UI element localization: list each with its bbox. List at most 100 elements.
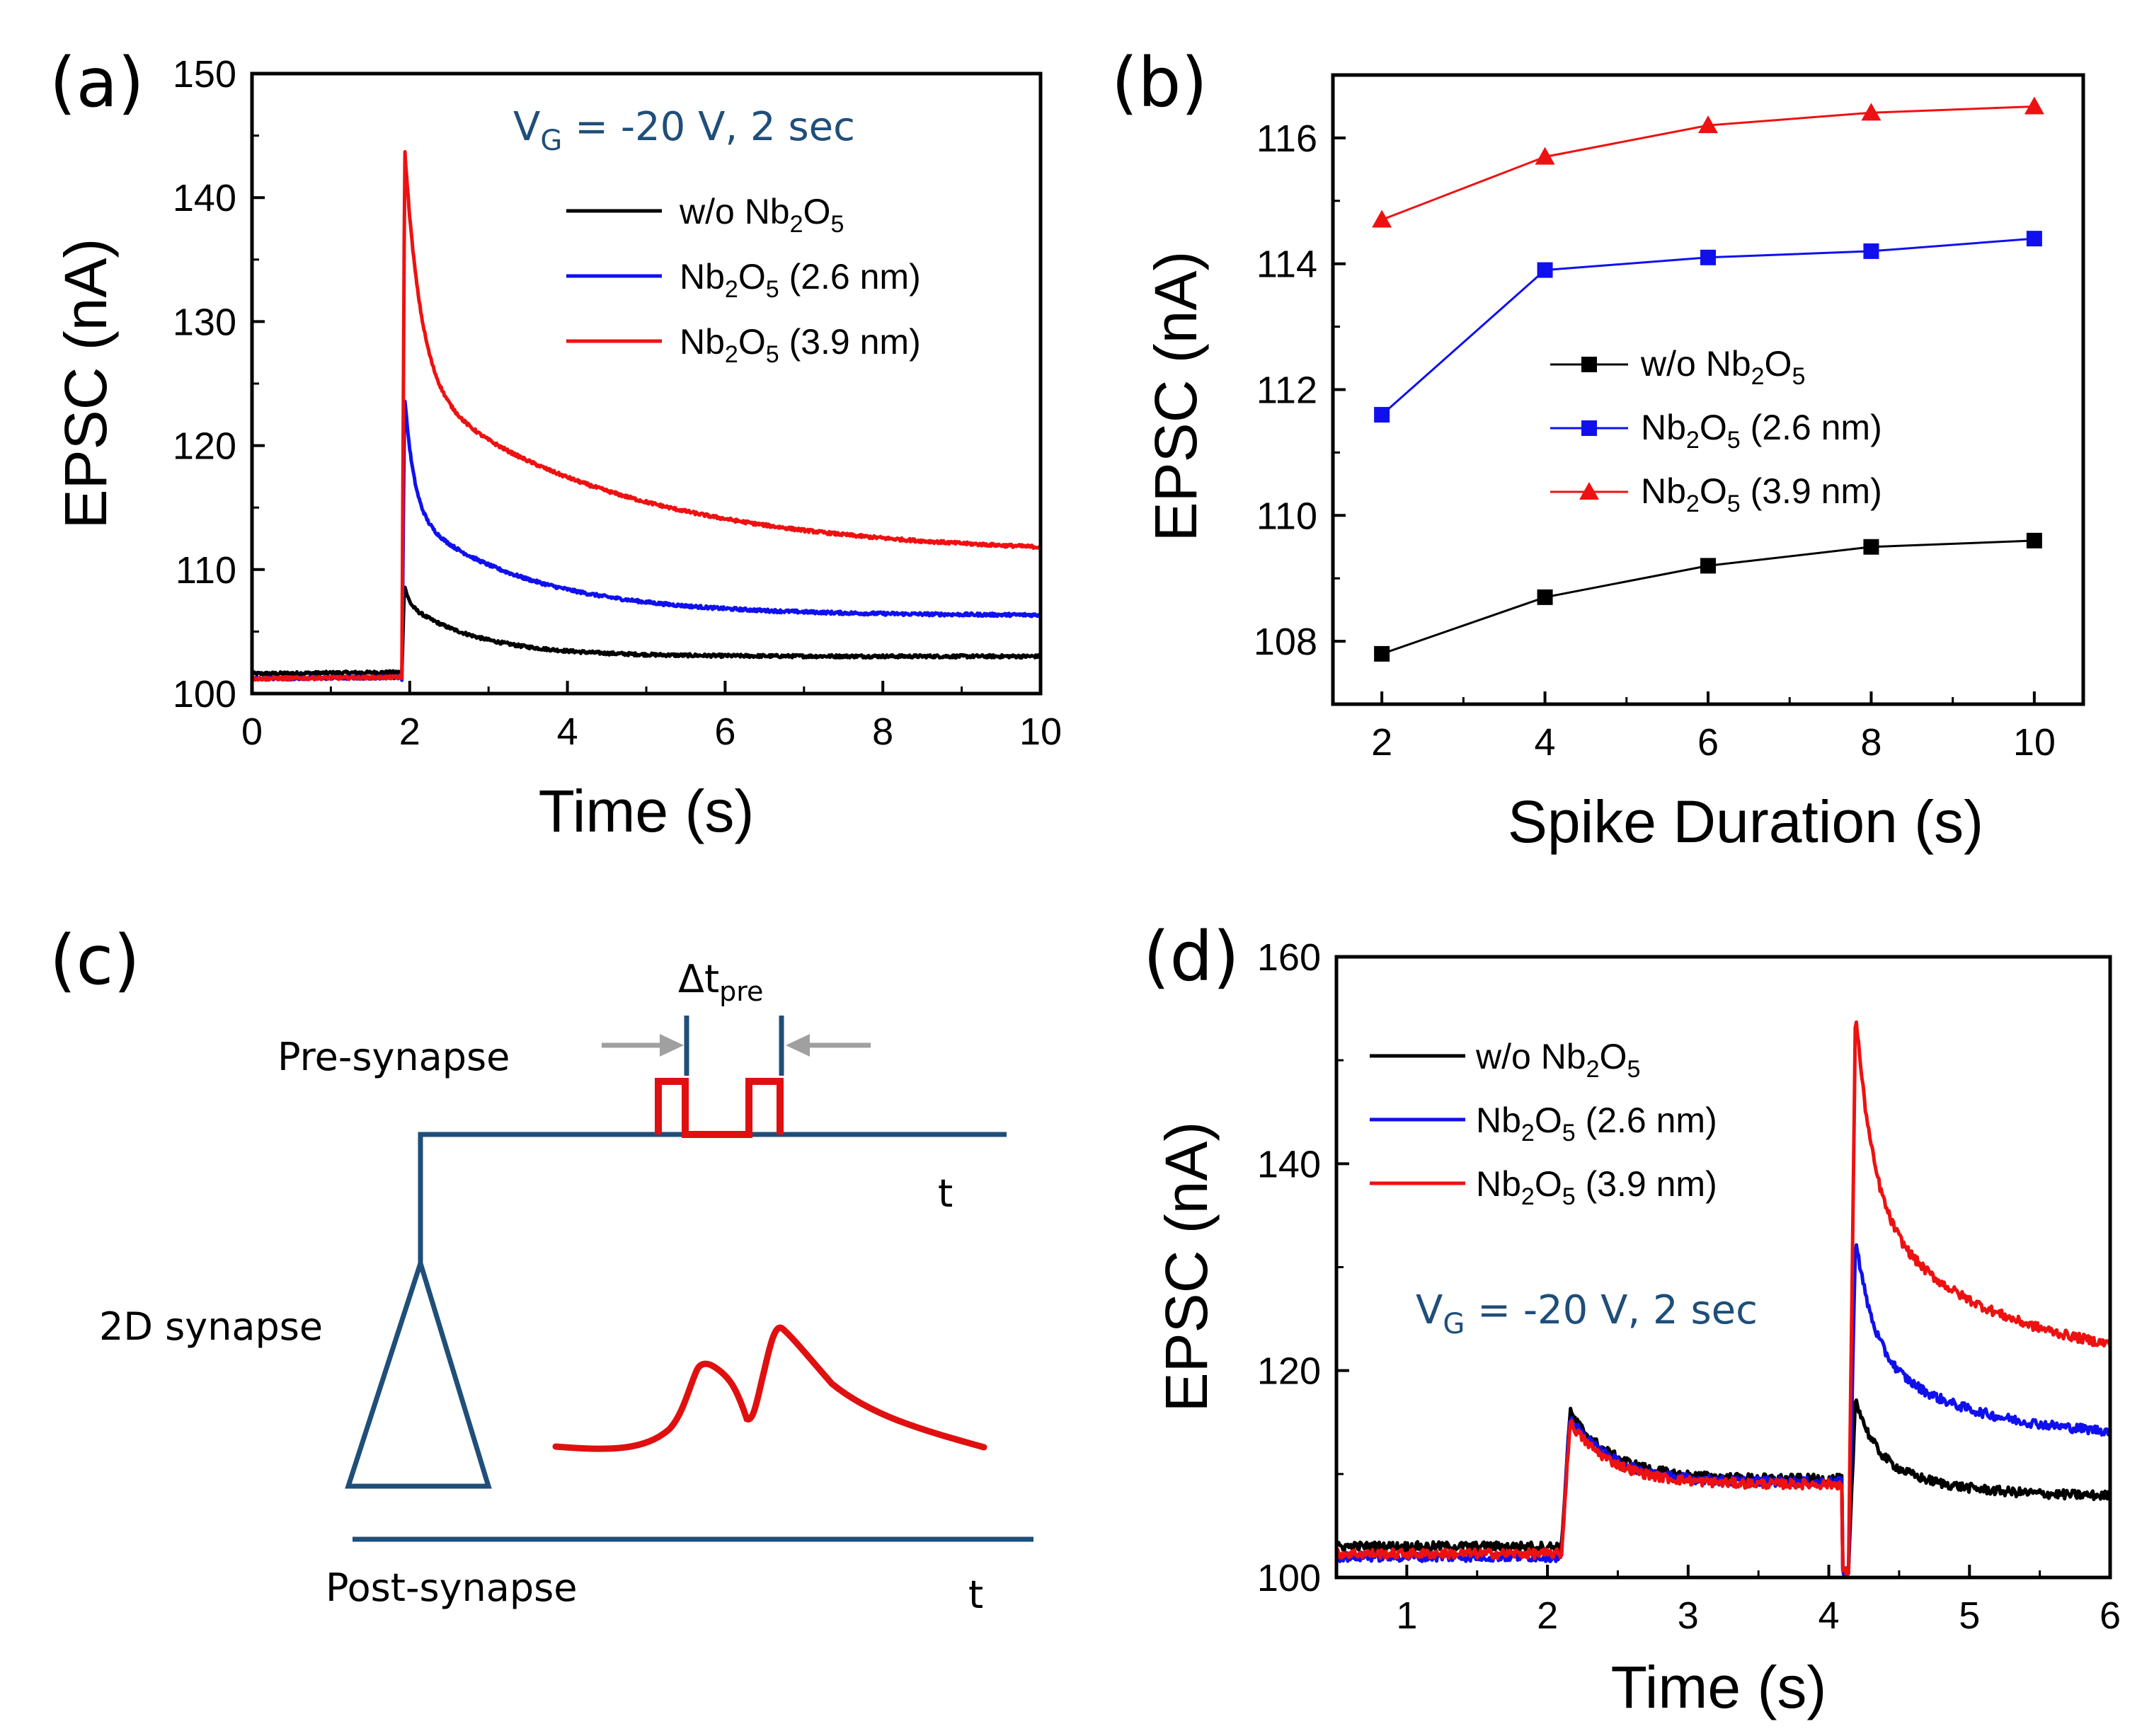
pre-synaptic-spike-pulses [655, 1078, 784, 1138]
legend-item-26nm: Nb2O5 (2.6 nm) [680, 257, 921, 303]
x-tick-label: 4 [557, 711, 578, 753]
x-tick-label: 1 [1396, 1594, 1417, 1637]
panel-c-schematic: (c) Pre-synapse 2D synapse Post-synapse … [50, 921, 1033, 1617]
panel-a-legend: w/o Nb2O5 Nb2O5 (2.6 nm) Nb2O5 (3.9 nm) [566, 192, 921, 368]
panel-d-xlabel: Time (s) [1611, 1654, 1827, 1720]
y-tick-label: 114 [1256, 243, 1317, 286]
panel-a: (a) 0 2 4 6 8 10 100 110 120 130 140 150 Time (s) E… [50, 43, 1062, 844]
data-point-square [1863, 539, 1879, 555]
x-tick-label: 4 [1535, 721, 1556, 764]
legend-item-wo: w/o Nb2O5 [1475, 1037, 1640, 1083]
x-tick-label: 8 [1860, 721, 1882, 764]
panel-d: (d) 1 2 3 4 5 6 100 120 140 160 Time (s) EPSC (nA… [1143, 917, 2121, 1720]
panel-b-ticks: 2 4 6 8 10 108 110 112 114 116 [1254, 117, 2056, 764]
pre-synapse-label: Pre-synapse [277, 1035, 510, 1079]
legend-marker-square [1581, 357, 1597, 372]
x-tick-label: 4 [1819, 1594, 1840, 1637]
panel-a-series [250, 150, 1042, 682]
data-point-square [1537, 589, 1553, 605]
y-tick-label: 120 [173, 425, 236, 468]
data-point-square [1537, 262, 1553, 278]
legend-item-wo: w/o Nb2O5 [1640, 344, 1805, 390]
x-tick-label: 6 [1697, 721, 1719, 764]
series-line-0 [1381, 539, 2034, 655]
data-point-triangle [1698, 115, 1718, 134]
panel-b-xlabel: Spike Duration (s) [1508, 788, 1983, 855]
legend-item-26nm: Nb2O5 (2.6 nm) [1476, 1100, 1717, 1146]
series-line-0 [250, 585, 1042, 677]
data-point-square [1863, 243, 1879, 259]
panel-d-legend: w/o Nb2O5 Nb2O5 (2.6 nm) Nb2O5 (3.9 nm) [1370, 1037, 1717, 1210]
data-point-triangle [1372, 209, 1392, 228]
y-tick-label: 160 [1257, 936, 1321, 979]
pre-synapse-axis-line [418, 1132, 1007, 1263]
panel-d-ticks: 1 2 3 4 5 6 100 120 140 160 [1257, 936, 2121, 1637]
x-tick-label: 2 [1371, 721, 1392, 764]
y-tick-label: 130 [173, 301, 236, 343]
panel-label-a: (a) [50, 43, 144, 122]
legend-item-39nm: Nb2O5 (3.9 nm) [1641, 471, 1882, 517]
data-point-square [1374, 645, 1390, 662]
x-tick-label: 6 [714, 711, 735, 753]
panel-a-ticks: 0 2 4 6 8 10 100 110 120 130 140 150 [173, 53, 1062, 753]
series-line-2 [251, 150, 1042, 682]
delta-t-pre-label: Δtpre [678, 957, 763, 1007]
y-tick-label: 150 [173, 53, 236, 96]
panel-b-series [1372, 96, 2044, 662]
panel-d-annotation: VG = -20 V, 2 sec [1416, 1287, 1758, 1340]
synapse-2d-label: 2D synapse [99, 1304, 323, 1349]
data-point-square [1700, 558, 1716, 574]
x-tick-label: 5 [1959, 1594, 1980, 1637]
y-tick-label: 108 [1254, 621, 1317, 663]
time-axis-label-top: t [938, 1171, 953, 1216]
x-tick-label: 6 [2100, 1594, 2121, 1637]
data-point-square [1374, 407, 1390, 423]
y-tick-label: 110 [176, 549, 236, 592]
y-tick-label: 140 [1257, 1143, 1321, 1185]
panel-b-legend: w/o Nb2O5 Nb2O5 (2.6 nm) Nb2O5 (3.9 nm) [1550, 344, 1882, 517]
y-tick-label: 116 [1256, 117, 1317, 160]
legend-item-26nm: Nb2O5 (2.6 nm) [1641, 408, 1882, 454]
y-tick-label: 110 [1256, 495, 1317, 537]
panel-d-series [1334, 1020, 2112, 1578]
data-point-triangle [1861, 103, 1882, 121]
panel-b-ylabel: EPSC (nA) [1142, 251, 1209, 542]
panel-label-b: (b) [1111, 43, 1208, 122]
y-tick-label: 120 [1257, 1350, 1321, 1393]
panel-b-plot-frame [1331, 73, 2085, 706]
arrow-left-icon [602, 1034, 684, 1057]
panel-a-annotation: VG = -20 V, 2 sec [513, 104, 855, 157]
series-line-2 [1334, 1020, 2112, 1577]
y-tick-label: 100 [173, 673, 236, 715]
panel-d-ylabel: EPSC (nA) [1153, 1122, 1220, 1413]
y-tick-label: 140 [173, 177, 236, 219]
panel-a-xlabel: Time (s) [539, 778, 755, 844]
post-synaptic-response-curve [552, 1324, 987, 1452]
x-tick-label: 10 [2013, 721, 2056, 764]
data-point-triangle [2024, 96, 2044, 115]
x-tick-label: 2 [399, 711, 420, 753]
x-tick-label: 8 [872, 711, 893, 753]
x-tick-label: 0 [241, 711, 263, 753]
x-tick-label: 10 [1019, 711, 1062, 753]
data-point-square [2026, 231, 2042, 247]
legend-marker-square [1581, 420, 1597, 436]
panel-label-d: (d) [1143, 917, 1239, 996]
panel-label-c: (c) [50, 921, 140, 1000]
data-point-triangle [1535, 146, 1555, 165]
data-point-square [2026, 532, 2042, 548]
arrow-right-icon [786, 1034, 871, 1057]
x-tick-label: 3 [1678, 1594, 1699, 1637]
panel-a-ylabel: EPSC (nA) [52, 238, 119, 529]
data-point-square [1700, 249, 1716, 265]
panel-b: (b) 2 4 6 8 10 108 110 112 114 116 Spike Duration… [1111, 43, 2085, 855]
y-tick-label: 100 [1257, 1557, 1321, 1599]
legend-item-39nm: Nb2O5 (3.9 nm) [1476, 1164, 1717, 1210]
legend-item-39nm: Nb2O5 (3.9 nm) [680, 322, 921, 368]
synapse-triangle-icon [345, 1255, 492, 1489]
y-tick-label: 112 [1256, 369, 1317, 412]
time-axis-label-bottom: t [968, 1573, 983, 1617]
legend-item-wo: w/o Nb2O5 [679, 192, 844, 238]
legend-marker-triangle [1579, 482, 1599, 500]
